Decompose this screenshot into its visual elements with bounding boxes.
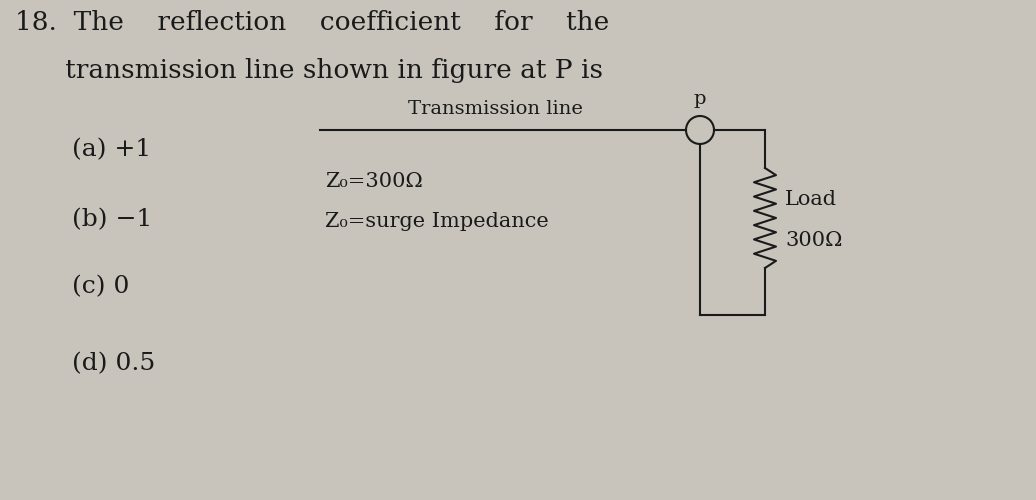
Text: Transmission line: Transmission line: [407, 100, 582, 118]
Text: (c) 0: (c) 0: [71, 275, 130, 298]
Text: 18.  The    reflection    coefficient    for    the: 18. The reflection coefficient for the: [15, 10, 609, 35]
Text: Z₀=surge Impedance: Z₀=surge Impedance: [325, 212, 549, 231]
Text: 300Ω: 300Ω: [785, 230, 842, 250]
Text: p: p: [694, 90, 707, 108]
Text: Load: Load: [785, 190, 837, 210]
Text: (b) −1: (b) −1: [71, 208, 152, 231]
Text: Z₀=300Ω: Z₀=300Ω: [325, 172, 423, 191]
Text: transmission line shown in figure at P is: transmission line shown in figure at P i…: [15, 58, 603, 83]
Text: (d) 0.5: (d) 0.5: [71, 352, 155, 375]
Text: (a) +1: (a) +1: [71, 138, 151, 161]
